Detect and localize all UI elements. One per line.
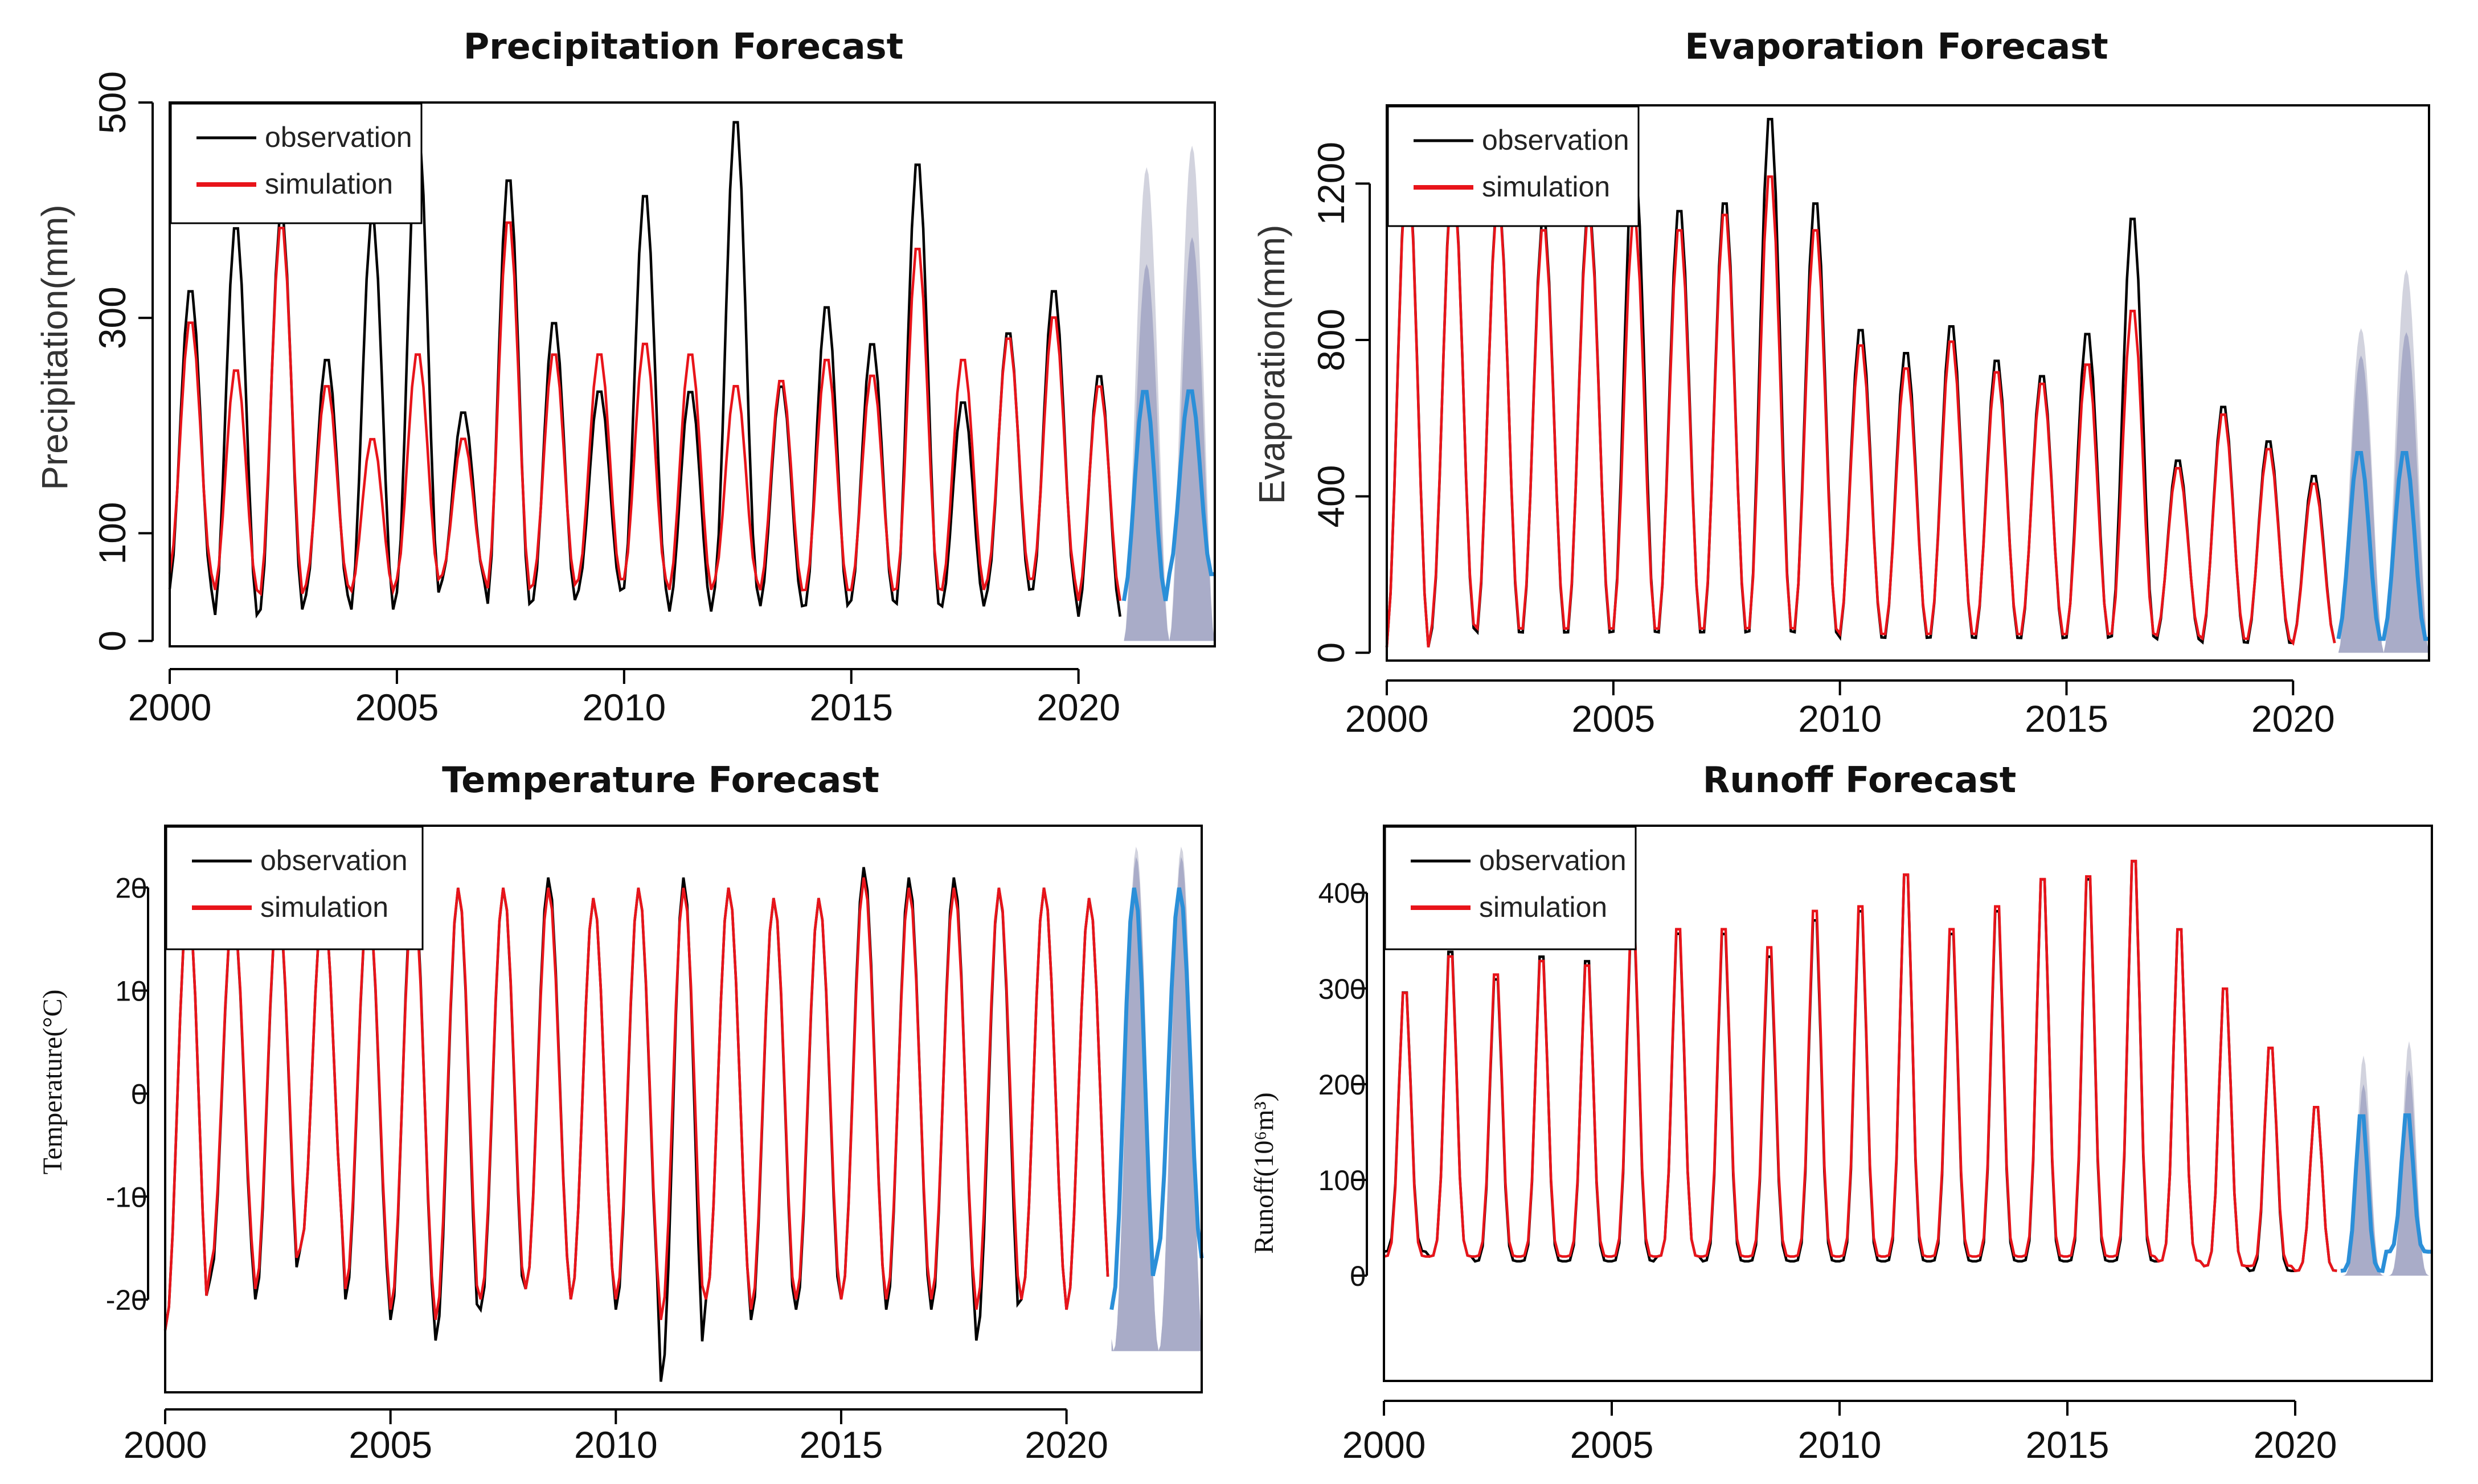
y-tick-label: 1200 [1310,142,1352,226]
legend: observation simulation [1387,105,1640,227]
y-tick-label: 100 [1318,1165,1366,1196]
y-tick-label: -10 [106,1181,147,1213]
x-tick-label: 2020 [1025,1424,1108,1466]
y-axis-label-runoff: Runoff(10⁶m³) [1249,1092,1279,1254]
legend: observation simulation [165,826,424,950]
legend-label-observation: observation [1482,124,1629,156]
y-tick-label: 300 [1318,973,1366,1005]
uncertainty-band-inner [1111,856,1202,1351]
legend-label-simulation: simulation [260,891,388,923]
y-tick-label: -20 [106,1284,147,1316]
legend-label-observation: observation [1479,845,1627,876]
x-tick-label: 2010 [582,686,666,728]
legend-label-observation: observation [260,845,408,876]
x-tick-label: 2015 [2026,1424,2110,1466]
panel-temperature: Temperature Forecast Temperature(°C) 200… [38,759,1204,1466]
legend-box [165,826,424,950]
legend-label-simulation: simulation [1479,891,1607,923]
x-tick-label: 2005 [1570,1424,1654,1466]
y-axis-label-temperature: Temperature(°C) [38,989,68,1174]
legend-box [1387,105,1640,227]
uncertainty-band-inner [1124,237,1215,641]
series-observation [168,121,1122,619]
panel-precipitation: Precipitation Forecast Precipitation(mm)… [34,26,1216,728]
x-tick-label: 2000 [128,686,212,728]
y-tick-label: 0 [1350,1260,1366,1292]
chart-title-temperature: Temperature Forecast [442,759,879,801]
chart-title-evaporation: Evaporation Forecast [1685,26,2108,67]
plot-frame [164,825,1203,1393]
y-tick-label: 200 [1318,1069,1366,1101]
y-axis-label-evaporation: Evaporation(mm) [1251,225,1292,505]
y-tick-label: 400 [1310,465,1352,528]
y-tick-label: 0 [91,630,133,651]
y-tick-label: 0 [1310,642,1352,663]
x-tick-label: 2015 [800,1424,883,1466]
y-tick-label: 100 [91,502,133,564]
x-tick-label: 2000 [1345,698,1429,740]
legend-label-simulation: simulation [1482,171,1610,203]
y-tick-label: 0 [131,1078,147,1110]
plot-frame [169,101,1216,647]
plot-area-precipitation: 2000 2005 2010 2015 2020 0 100 300 500 observatio… [91,71,1216,728]
plot-frame [1386,104,2430,662]
chart-title-runoff: Runoff Forecast [1703,759,2017,801]
series-forecast [2340,1113,2432,1273]
plot-area-evaporation: 2000 2005 2010 2015 2020 0 400 800 1200 observati… [1310,104,2430,740]
x-tick-label: 2020 [1037,686,1120,728]
x-tick-label: 2005 [355,686,439,728]
x-tick-label: 2010 [1798,698,1882,740]
y-tick-label: 400 [1318,878,1366,909]
chart-title-precipitation: Precipitation Forecast [464,26,904,67]
legend-box [170,103,423,224]
series-forecast [2336,451,2429,641]
x-tick-label: 2005 [349,1424,432,1466]
plot-area-temperature: 2000 2005 2010 2015 2020 -20 -10 0 10 20 observati… [106,825,1204,1466]
x-tick-label: 2015 [2025,698,2108,740]
legend: observation simulation [170,103,423,224]
y-tick-label: 10 [115,975,147,1007]
legend-label-observation: observation [265,121,412,153]
series-forecast [1109,887,1204,1310]
y-axis-label-precipitation: Precipitation(mm) [34,204,75,490]
x-tick-label: 2010 [1798,1424,1882,1466]
x-tick-label: 2000 [1342,1424,1426,1466]
x-tick-label: 2020 [2251,698,2335,740]
x-tick-label: 2005 [1571,698,1655,740]
x-tick-label: 2000 [124,1424,207,1466]
plot-frame [1383,825,2433,1382]
x-tick-label: 2010 [574,1424,658,1466]
series-simulation [1385,171,2336,647]
y-tick-label: 20 [115,872,147,904]
plot-area-runoff: 2000 2005 2010 2015 2020 0 100 200 300 400 observa… [1318,825,2433,1466]
panel-evaporation: Evaporation Forecast Evaporation(mm) 200… [1251,26,2430,740]
legend-label-simulation: simulation [265,168,393,200]
x-tick-label: 2015 [809,686,893,728]
series-simulation [1383,859,2337,1273]
uncertainty-band-inner [2338,332,2429,653]
legend-box [1384,826,1637,950]
y-tick-label: 800 [1310,309,1352,371]
series-simulation [168,221,1122,601]
legend: observation simulation [1384,826,1637,950]
y-tick-label: 300 [91,286,133,349]
panel-runoff: Runoff Forecast Runoff(10⁶m³) 2000 2005 20… [1249,759,2433,1466]
x-tick-label: 2020 [2254,1424,2337,1466]
y-tick-label: 500 [91,71,133,134]
series-forecast [1121,389,1215,601]
